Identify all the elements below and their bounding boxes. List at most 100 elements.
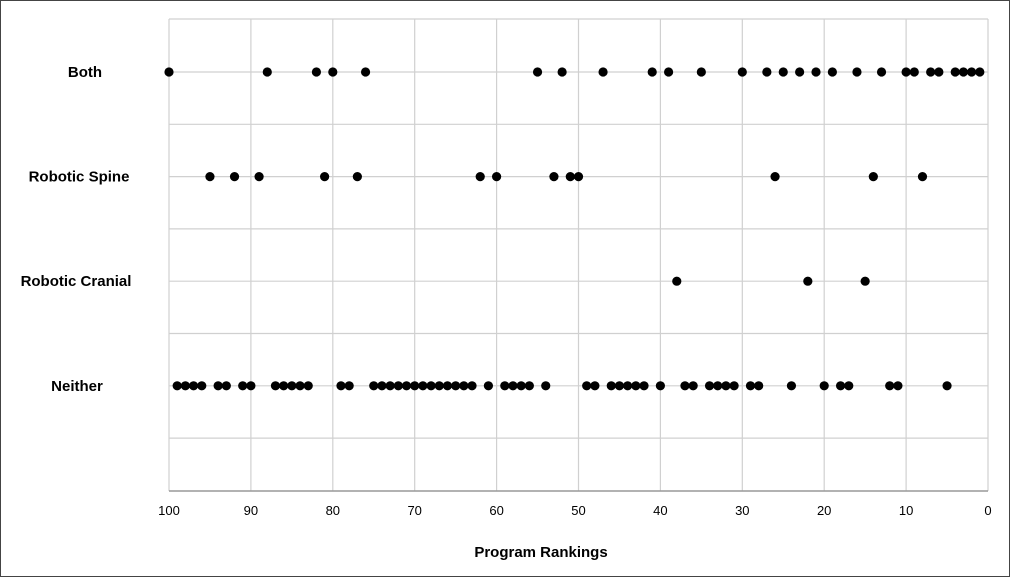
x-tick-label: 90 xyxy=(244,503,258,518)
data-point xyxy=(680,381,690,391)
data-point xyxy=(238,381,248,391)
data-point xyxy=(590,381,600,391)
data-point xyxy=(516,381,526,391)
data-point xyxy=(352,172,362,182)
data-point xyxy=(737,67,747,77)
data-point xyxy=(418,381,428,391)
data-point xyxy=(901,67,911,77)
x-tick-label: 0 xyxy=(984,503,991,518)
data-point xyxy=(295,381,305,391)
data-point xyxy=(492,172,502,182)
data-point xyxy=(704,381,715,391)
data-point xyxy=(303,381,313,391)
category-label: Both xyxy=(68,64,102,81)
data-point xyxy=(459,381,469,391)
x-axis: 100 90 80 70 60 50 40 30 20 10 0 xyxy=(158,490,992,518)
data-point xyxy=(582,381,592,391)
data-point xyxy=(934,67,944,77)
data-point xyxy=(475,172,485,182)
data-point xyxy=(835,381,846,391)
data-point xyxy=(410,381,420,391)
data-point xyxy=(672,276,682,286)
data-point xyxy=(762,67,772,77)
data-point xyxy=(598,67,608,77)
data-point xyxy=(483,381,494,391)
category-label: Neither xyxy=(51,378,103,395)
data-point xyxy=(721,381,731,391)
data-point xyxy=(623,381,633,391)
data-point xyxy=(500,381,510,391)
data-point xyxy=(754,381,764,391)
x-tick-label: 20 xyxy=(817,503,831,518)
data-point xyxy=(360,67,371,77)
x-tick-label: 100 xyxy=(158,503,180,518)
data-point xyxy=(860,276,870,286)
data-point xyxy=(885,381,895,391)
x-tick-label: 40 xyxy=(653,503,667,518)
x-tick-label: 30 xyxy=(735,503,749,518)
data-point xyxy=(606,381,616,391)
data-point xyxy=(311,67,322,77)
data-point xyxy=(917,172,928,182)
data-point xyxy=(246,381,256,391)
data-point xyxy=(663,67,674,77)
data-point xyxy=(328,67,338,77)
data-point xyxy=(164,67,174,77)
data-point xyxy=(385,381,395,391)
data-point xyxy=(975,67,985,77)
data-point xyxy=(950,67,960,77)
data-point xyxy=(770,172,780,182)
data-point xyxy=(876,67,887,77)
grid-lines xyxy=(168,18,989,491)
data-point xyxy=(942,381,952,391)
data-point xyxy=(778,67,788,77)
data-point xyxy=(262,67,272,77)
data-point xyxy=(909,67,919,77)
data-point xyxy=(688,381,698,391)
data-point xyxy=(958,67,969,77)
data-point xyxy=(287,381,297,391)
data-point xyxy=(967,67,977,77)
data-point xyxy=(467,381,477,391)
data-point xyxy=(320,172,330,182)
data-points xyxy=(164,67,985,391)
data-point xyxy=(852,67,862,77)
category-labels: Both Robotic Spine Robotic Cranial Neither xyxy=(21,64,132,395)
data-point xyxy=(180,381,190,391)
data-point xyxy=(442,381,453,391)
data-point xyxy=(229,172,240,182)
data-point xyxy=(188,381,199,391)
data-point xyxy=(197,381,207,391)
data-point xyxy=(745,381,756,391)
data-point xyxy=(819,381,829,391)
data-point xyxy=(631,381,641,391)
data-point xyxy=(557,67,567,77)
data-point xyxy=(434,381,444,391)
data-point xyxy=(541,381,551,391)
data-point xyxy=(614,381,625,391)
data-point xyxy=(696,67,706,77)
data-point xyxy=(508,381,518,391)
data-point xyxy=(344,381,354,391)
data-point xyxy=(926,67,936,77)
category-label: Robotic Cranial xyxy=(21,273,132,290)
data-point xyxy=(811,67,821,77)
data-point xyxy=(565,172,575,182)
x-tick-label: 60 xyxy=(489,503,503,518)
data-point xyxy=(377,381,387,391)
data-point xyxy=(213,381,223,391)
data-point xyxy=(844,381,854,391)
data-point xyxy=(868,172,878,182)
data-point xyxy=(451,381,461,391)
category-label: Robotic Spine xyxy=(29,169,130,186)
data-point xyxy=(270,381,281,391)
x-tick-label: 10 xyxy=(899,503,913,518)
data-point xyxy=(729,381,739,391)
data-point xyxy=(803,276,813,286)
data-point xyxy=(254,172,264,182)
data-point xyxy=(795,67,805,77)
data-point xyxy=(279,381,289,391)
data-point xyxy=(639,381,649,391)
